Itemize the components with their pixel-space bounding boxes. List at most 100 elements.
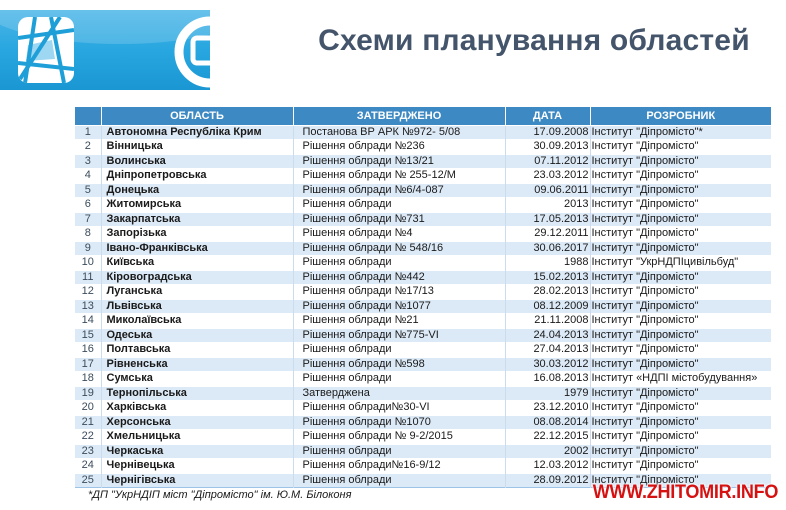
cell-date: 29.12.2011 [505, 226, 591, 241]
cell-oblast: Хмельницька [101, 429, 294, 444]
cell-num: 10 [75, 255, 102, 270]
cell-num: 23 [75, 443, 102, 459]
cell-approved: Рішення облради [293, 255, 506, 270]
cell-developer: Інститут "Діпромісто" [590, 211, 771, 227]
cell-developer: Інститут "Діпромісто" [590, 429, 771, 444]
cell-date: 28.02.2013 [505, 284, 591, 299]
table-row: 12 Луганська Рішення облради №17/13 28.02.2… [75, 284, 771, 299]
table-row: 10 Київська Рішення облради 1988 Інститут "У… [75, 255, 771, 270]
table-row: 16 Полтавська Рішення облради 27.04.2013 Інс… [75, 342, 771, 357]
cell-approved: Рішення облради №13/21 [293, 153, 506, 169]
table-row: 17 Рівненська Рішення облради №598 30.03.20… [75, 356, 771, 372]
cell-num: 3 [75, 153, 102, 169]
cell-num: 2 [75, 139, 102, 154]
cell-oblast: Івано-Франківська [101, 240, 294, 256]
cell-approved: Рішення облради №4 [293, 226, 506, 241]
table-row: 20 Харківська Рішення облради№30-VI 23.12.2… [75, 400, 771, 415]
header-num [75, 107, 102, 125]
table-row: 1 Автономна Республіка Крим Постанова ВР А… [75, 124, 771, 140]
cell-num: 19 [75, 385, 102, 401]
cell-date: 30.09.2013 [505, 139, 591, 154]
cell-date: 30.06.2017 [505, 240, 591, 256]
cell-oblast: Київська [101, 255, 294, 270]
cell-developer: Інститут "Діпромісто" [590, 342, 771, 357]
cell-approved: Рішення облради [293, 342, 506, 357]
table-row: 5 Донецька Рішення облради №6/4-087 09.06.2… [75, 182, 771, 198]
cell-date: 15.02.2013 [505, 269, 591, 285]
cell-approved: Рішення облради №236 [293, 139, 506, 154]
cell-developer: Інститут "Діпромісто" [590, 313, 771, 328]
table-row: 24 Чернівецька Рішення облради№16-9/12 12.0… [75, 458, 771, 473]
cell-approved: Рішення облради№30-VI [293, 400, 506, 415]
cell-date: 16.08.2013 [505, 371, 591, 386]
cell-approved: Рішення облради № 255-12/М [293, 168, 506, 183]
page-title: Схеми планування областей [318, 24, 750, 57]
cell-num: 12 [75, 284, 102, 299]
cell-developer: Інститут "Діпромісто" [590, 240, 771, 256]
table-row: 18 Сумська Рішення облради 16.08.2013 Інстит… [75, 371, 771, 386]
cell-oblast: Рівненська [101, 356, 294, 372]
cell-num: 6 [75, 197, 102, 212]
cell-oblast: Запорізька [101, 226, 294, 241]
cell-developer: Інститут "Діпромісто" [590, 168, 771, 183]
cell-num: 15 [75, 327, 102, 343]
cell-date: 2002 [505, 443, 591, 459]
cell-date: 21.11.2008 [505, 313, 591, 328]
cell-approved: Рішення облради [293, 472, 506, 488]
cell-approved: Рішення облради №442 [293, 269, 506, 285]
cell-oblast: Автономна Республіка Крим [101, 124, 294, 140]
cell-num: 4 [75, 168, 102, 183]
header-oblast: ОБЛАСТЬ [101, 107, 294, 125]
cell-date: 08.12.2009 [505, 298, 591, 314]
cell-approved: Постанова ВР АРК №972- 5/08 [293, 124, 506, 140]
cell-developer: Інститут "Діпромісто" [590, 327, 771, 343]
cell-date: 22.12.2015 [505, 429, 591, 444]
table-row: 25 Чернігівська Рішення облради 28.09.2012 І… [75, 472, 771, 488]
cell-approved: Рішення облради [293, 197, 506, 212]
cell-num: 13 [75, 298, 102, 314]
header-approved: ЗАТВЕРДЖЕНО [293, 107, 506, 125]
cell-approved: Рішення облради [293, 371, 506, 386]
watermark: WWW.ZHITOMIR.INFO [592, 482, 779, 503]
cell-num: 8 [75, 226, 102, 241]
table-row: 21 Херсонська Рішення облради №1070 08.08.2… [75, 414, 771, 430]
cell-date: 30.03.2012 [505, 356, 591, 372]
cell-oblast: Чернігівська [101, 472, 294, 488]
ring-logo-icon [174, 16, 210, 88]
cell-num: 5 [75, 182, 102, 198]
cell-approved: Затверджена [293, 385, 506, 401]
cell-approved: Рішення облради №1077 [293, 298, 506, 314]
oblast-table: ОБЛАСТЬ ЗАТВЕРДЖЕНО ДАТА РОЗРОБНИК 1 Авто… [75, 107, 771, 488]
cell-num: 25 [75, 472, 102, 488]
cell-developer: Інститут "Діпромісто" [590, 400, 771, 415]
cell-oblast: Полтавська [101, 342, 294, 357]
cell-date: 07.11.2012 [505, 153, 591, 169]
cell-date: 12.03.2012 [505, 458, 591, 473]
header-date: ДАТА [505, 107, 591, 125]
cell-approved: Рішення облради № 548/16 [293, 240, 506, 256]
cell-developer: Інститут "Діпромісто"* [590, 124, 771, 140]
cell-developer: Інститут "Діпромісто" [590, 458, 771, 473]
cell-date: 24.04.2013 [505, 327, 591, 343]
cell-date: 27.04.2013 [505, 342, 591, 357]
cell-oblast: Закарпатська [101, 211, 294, 227]
cell-date: 2013 [505, 197, 591, 212]
table-row: 4 Дніпропетровська Рішення облради № 255-1… [75, 168, 771, 183]
cell-num: 14 [75, 313, 102, 328]
cell-num: 22 [75, 429, 102, 444]
cell-approved: Рішення облради №731 [293, 211, 506, 227]
cell-approved: Рішення облради [293, 443, 506, 459]
cell-developer: Інститут "Діпромісто" [590, 414, 771, 430]
table-row: 8 Запорізька Рішення облради №4 29.12.2011 І… [75, 226, 771, 241]
table-row: 14 Миколаївська Рішення облради №21 21.11.2… [75, 313, 771, 328]
cell-developer: Інститут "Діпромісто" [590, 284, 771, 299]
cell-num: 17 [75, 356, 102, 372]
cell-oblast: Волинська [101, 153, 294, 169]
cell-date: 23.03.2012 [505, 168, 591, 183]
cell-num: 24 [75, 458, 102, 473]
cell-developer: Інститут "Діпромісто" [590, 472, 771, 488]
table-row: 9 Івано-Франківська Рішення облради № 548/… [75, 240, 771, 256]
cell-developer: Інститут "Діпромісто" [590, 356, 771, 372]
cell-oblast: Вінницька [101, 139, 294, 154]
